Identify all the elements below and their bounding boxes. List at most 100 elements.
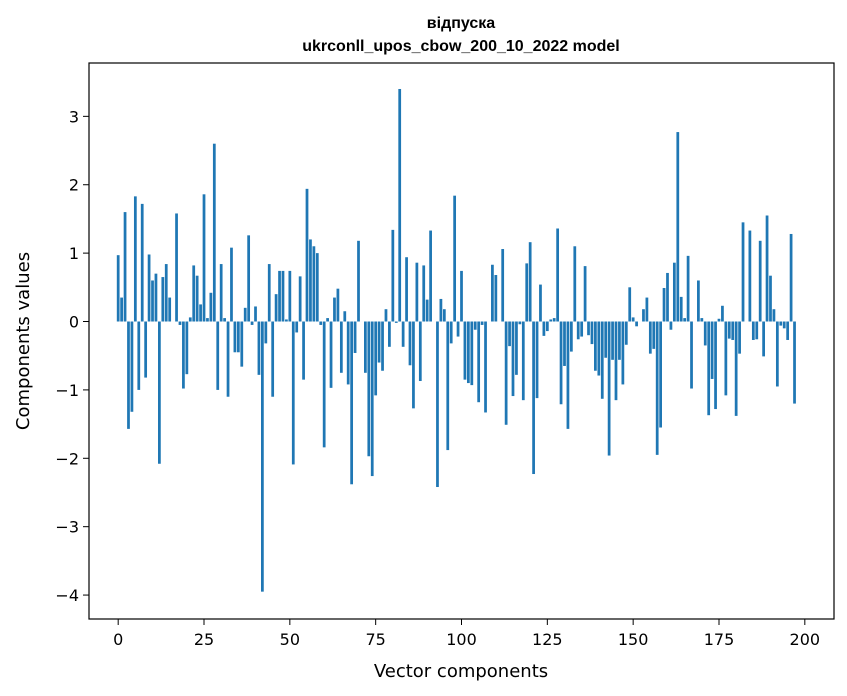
bar-186 (755, 321, 759, 340)
chart-subtitle: ukrconll_upos_cbow_200_10_2022 model (302, 38, 619, 55)
bar-69 (353, 321, 357, 353)
bar-73 (367, 321, 371, 457)
bar-43 (264, 321, 268, 344)
chart-title: відпуска (427, 15, 496, 32)
bar-85 (408, 321, 412, 366)
bar-12 (158, 321, 161, 464)
bar-141 (600, 321, 604, 399)
bar-4 (130, 321, 134, 412)
bar-34 (233, 321, 237, 353)
bar-153 (642, 309, 645, 322)
bar-11 (154, 273, 158, 322)
bar-165 (683, 318, 687, 322)
bar-3 (127, 321, 130, 429)
bar-42 (261, 321, 264, 592)
bar-87 (415, 262, 419, 322)
bar-182 (741, 222, 745, 322)
bar-101 (463, 321, 467, 380)
bar-176 (721, 305, 724, 322)
y-tick-label: −3 (55, 518, 79, 537)
bar-2 (123, 212, 127, 322)
bar-158 (659, 321, 662, 428)
bar-10 (151, 280, 154, 322)
bar-18 (178, 321, 182, 325)
x-axis-ticks: 0 25 50 75 100 125 150 175 200 (113, 619, 820, 649)
y-tick-label: 2 (69, 176, 79, 195)
bar-90 (425, 299, 429, 322)
y-tick-label: 0 (69, 313, 79, 332)
y-tick-label: 3 (69, 107, 79, 126)
bar-180 (734, 321, 738, 416)
bar-81 (394, 321, 398, 323)
x-tick-label: 175 (704, 630, 735, 649)
bar-25 (202, 194, 206, 322)
bar-140 (597, 321, 601, 376)
bar-53 (298, 276, 302, 322)
bar-41 (257, 321, 261, 375)
bar-138 (590, 321, 594, 345)
bar-164 (679, 296, 683, 322)
bar-146 (618, 321, 621, 360)
bar-79 (388, 321, 391, 347)
bar-126 (549, 319, 553, 322)
bar-52 (295, 321, 299, 333)
bar-99 (456, 321, 460, 337)
bar-144 (611, 321, 614, 360)
bar-39 (250, 321, 254, 325)
bar-59 (319, 321, 323, 325)
bar-77 (381, 321, 384, 371)
x-tick-label: 0 (113, 630, 123, 649)
bar-133 (573, 246, 577, 322)
bar-105 (477, 321, 481, 403)
bar-113 (504, 321, 508, 425)
bar-147 (621, 321, 625, 385)
bar-56 (309, 239, 312, 322)
bar-58 (315, 253, 319, 322)
bar-104 (473, 321, 477, 330)
bar-139 (594, 321, 597, 371)
bar-86 (412, 321, 415, 409)
bar-167 (690, 321, 693, 389)
bar-130 (563, 321, 566, 366)
bar-172 (707, 321, 711, 416)
bar-5 (133, 196, 137, 322)
bar-6 (137, 321, 141, 390)
bar-0 (116, 255, 120, 322)
bar-191 (772, 309, 776, 322)
bar-171 (703, 321, 707, 346)
bar-89 (422, 265, 426, 322)
bar-66 (343, 311, 347, 322)
bar-136 (583, 266, 587, 322)
y-axis-label: Components values (13, 252, 34, 430)
bar-132 (569, 321, 573, 352)
bar-32 (226, 321, 230, 397)
bar-50 (288, 270, 292, 322)
x-tick-label: 150 (618, 630, 649, 649)
bar-20 (185, 321, 189, 375)
bar-55 (305, 188, 309, 322)
bar-163 (676, 132, 680, 322)
bar-145 (614, 321, 618, 401)
bar-123 (539, 284, 542, 322)
bar-124 (542, 321, 546, 336)
bar-94 (439, 298, 443, 322)
bar-151 (635, 321, 638, 327)
bar-64 (336, 288, 340, 322)
x-tick-label: 100 (446, 630, 477, 649)
x-tick-label: 25 (194, 630, 214, 649)
bar-17 (175, 213, 178, 322)
bar-112 (501, 249, 505, 322)
bar-33 (230, 247, 233, 322)
bar-31 (223, 318, 226, 322)
bar-161 (669, 321, 673, 330)
bar-83 (401, 321, 405, 347)
bar-72 (364, 321, 367, 373)
bar-75 (374, 321, 378, 396)
bar-175 (717, 318, 721, 322)
bar-162 (672, 262, 676, 322)
bar-178 (727, 321, 731, 339)
bar-95 (442, 309, 446, 322)
bar-51 (291, 321, 295, 465)
bar-65 (339, 321, 343, 373)
